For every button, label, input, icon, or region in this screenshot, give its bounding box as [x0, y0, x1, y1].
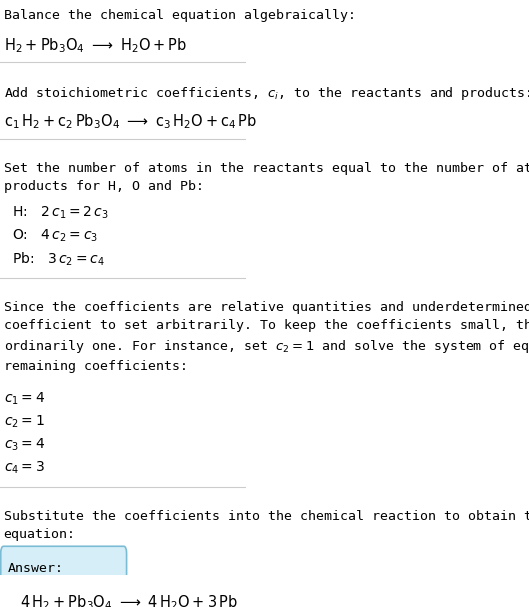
- Text: $\mathrm{c_1\,H_2 + c_2\,Pb_3O_4 \ \longrightarrow \ c_3\,H_2O + c_4\,Pb}$: $\mathrm{c_1\,H_2 + c_2\,Pb_3O_4 \ \long…: [4, 113, 257, 131]
- Text: Since the coefficients are relative quantities and underdetermined, choose a
coe: Since the coefficients are relative quan…: [4, 301, 529, 373]
- Text: O:   $4\,c_2 = c_3$: O: $4\,c_2 = c_3$: [12, 228, 98, 244]
- Text: Substitute the coefficients into the chemical reaction to obtain the balanced
eq: Substitute the coefficients into the che…: [4, 510, 529, 541]
- Text: $\mathrm{H_2 + Pb_3O_4 \ \longrightarrow \ H_2O + Pb}$: $\mathrm{H_2 + Pb_3O_4 \ \longrightarrow…: [4, 36, 187, 55]
- Text: $c_1 = 4$: $c_1 = 4$: [4, 390, 45, 407]
- Text: $c_3 = 4$: $c_3 = 4$: [4, 436, 45, 453]
- Text: Balance the chemical equation algebraically:: Balance the chemical equation algebraica…: [4, 8, 355, 22]
- Text: Set the number of atoms in the reactants equal to the number of atoms in the
pro: Set the number of atoms in the reactants…: [4, 161, 529, 192]
- Text: $c_2 = 1$: $c_2 = 1$: [4, 413, 44, 430]
- Text: H:   $2\,c_1 = 2\,c_3$: H: $2\,c_1 = 2\,c_3$: [12, 205, 109, 221]
- Text: Answer:: Answer:: [8, 562, 64, 575]
- FancyBboxPatch shape: [1, 546, 126, 607]
- Text: Add stoichiometric coefficients, $c_i$, to the reactants and products:: Add stoichiometric coefficients, $c_i$, …: [4, 85, 529, 102]
- Text: $c_4 = 3$: $c_4 = 3$: [4, 459, 44, 476]
- Text: $\mathrm{4\,H_2 + Pb_3O_4 \ \longrightarrow \ 4\,H_2O + 3\,Pb}$: $\mathrm{4\,H_2 + Pb_3O_4 \ \longrightar…: [20, 594, 238, 607]
- Text: Pb:   $3\,c_2 = c_4$: Pb: $3\,c_2 = c_4$: [12, 251, 105, 268]
